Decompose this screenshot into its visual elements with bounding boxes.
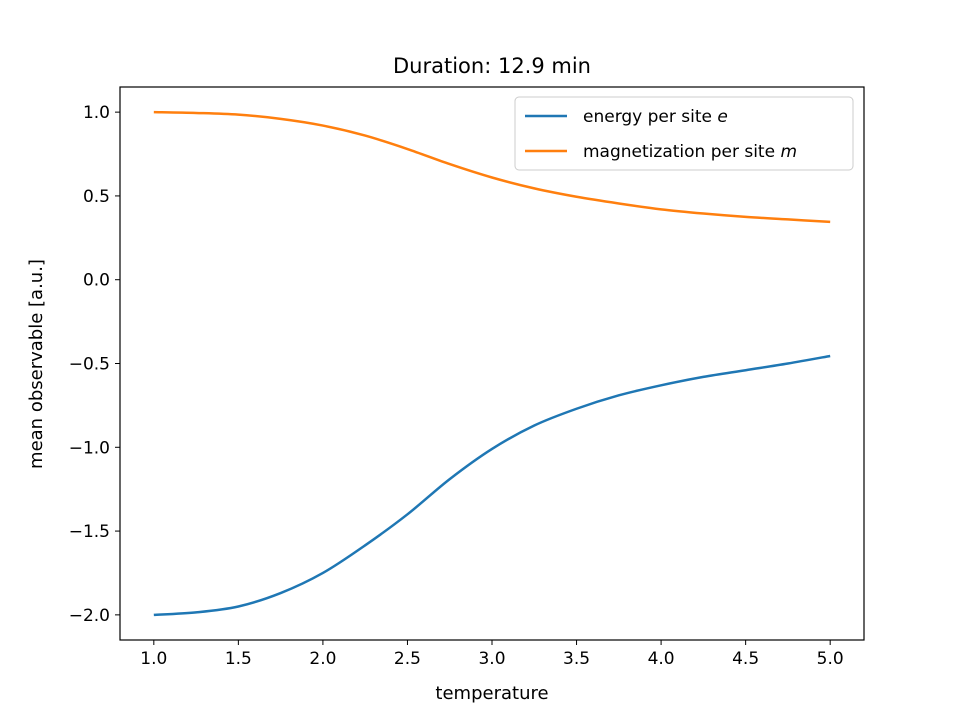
ticks-layer: 1.0 1.5 2.0 2.5 3.0 3.5 4.0 4.5 5.0 1.0 0.5 0.0 −0.5…: [69, 103, 844, 669]
x-tick-label: 4.5: [732, 649, 759, 669]
y-tick-label: 0.0: [83, 271, 110, 291]
y-tick-label: −0.5: [69, 355, 110, 375]
chart-title: Duration: 12.9 min: [393, 54, 591, 78]
magnetization-series-line: [153, 110, 831, 224]
series-layer: [153, 110, 831, 617]
y-axis-label: mean observable [a.u.]: [26, 259, 47, 469]
plot-frame: [119, 86, 865, 641]
legend-label-magnetization: magnetization per site m: [583, 142, 797, 162]
legend-box: [514, 96, 854, 171]
y-tick-label: −2.0: [69, 606, 110, 626]
y-tick-label: 1.0: [83, 103, 110, 123]
x-tick-label: 4.0: [648, 649, 675, 669]
y-tick-label: −1.0: [69, 438, 110, 458]
energy-series-line: [153, 354, 831, 617]
y-tick-label: −1.5: [69, 522, 110, 542]
x-tick-label: 5.0: [817, 649, 844, 669]
x-tick-label: 2.0: [309, 649, 336, 669]
x-tick-label: 3.0: [478, 649, 505, 669]
x-tick-label: 3.5: [563, 649, 590, 669]
x-axis-label: temperature: [435, 683, 548, 704]
x-tick-label: 2.5: [394, 649, 421, 669]
legend: energy per site e magnetization per site…: [514, 96, 854, 171]
x-tick-label: 1.0: [140, 649, 167, 669]
x-tick-label: 1.5: [225, 649, 252, 669]
y-tick-label: 0.5: [83, 187, 110, 207]
legend-label-energy: energy per site e: [583, 107, 728, 127]
